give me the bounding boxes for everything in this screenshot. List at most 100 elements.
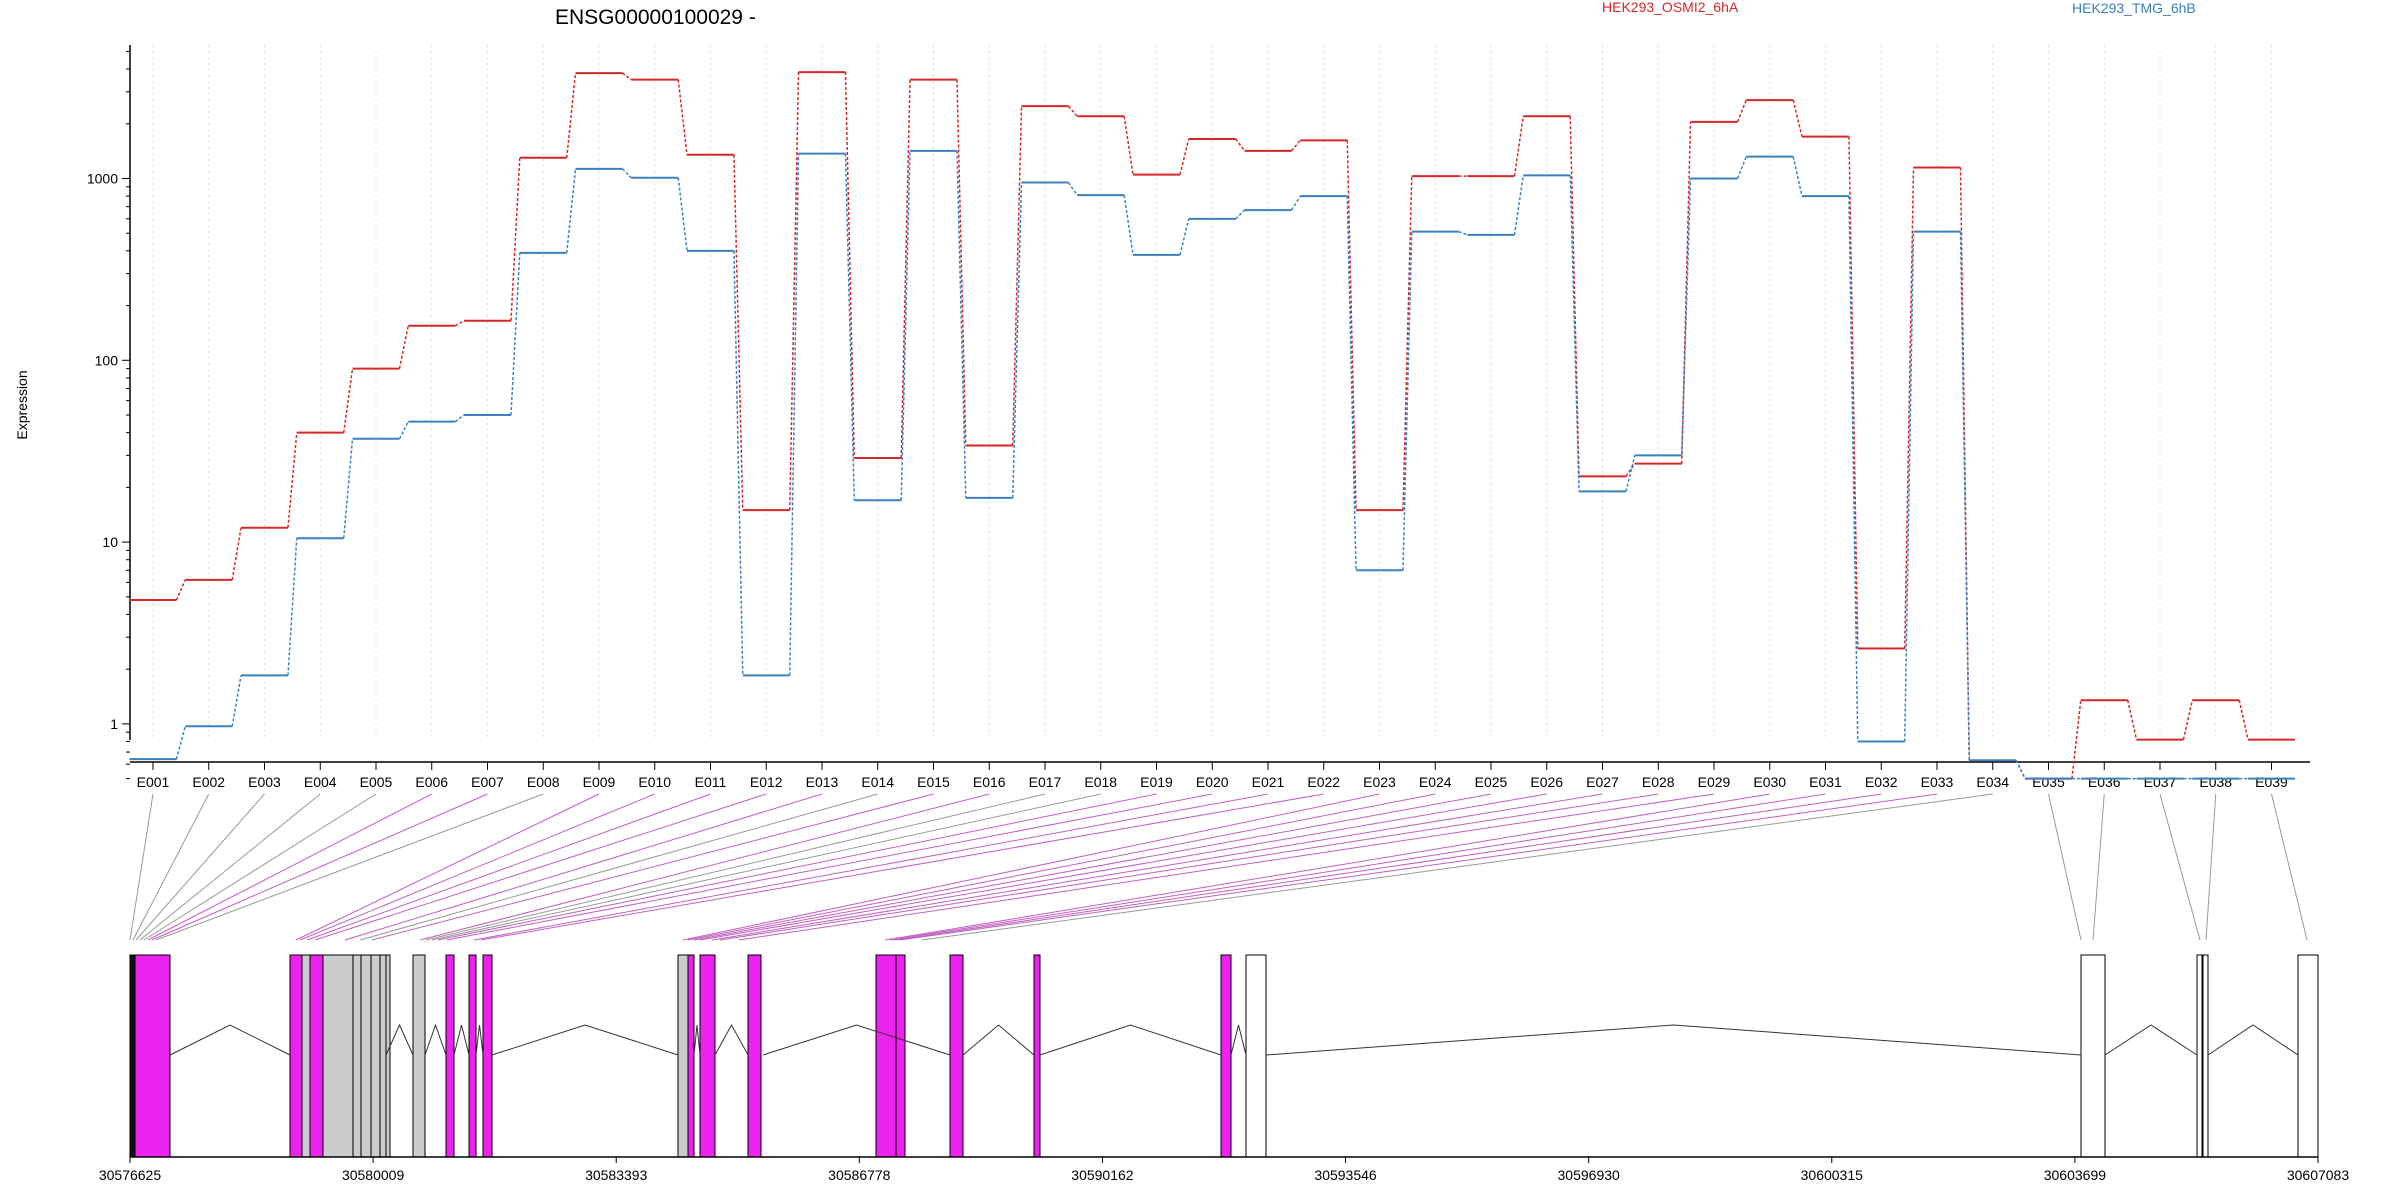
x-tick-label: E027	[1586, 774, 1619, 790]
series-connector	[1513, 116, 1525, 177]
x-tick-label: E003	[248, 774, 281, 790]
exon-connector	[295, 793, 600, 941]
intron-line	[714, 1023, 749, 1056]
intron-line	[693, 1024, 701, 1056]
series-connector	[1569, 175, 1580, 492]
exon-box	[2196, 954, 2203, 1158]
x-tick-label: E032	[1865, 774, 1898, 790]
genomic-tick-label: 30583393	[585, 1167, 648, 1183]
exon-connector	[473, 793, 1269, 941]
exon-box	[699, 954, 716, 1158]
series-connector	[1402, 176, 1413, 511]
exon-box	[370, 954, 381, 1158]
x-tick-label: E023	[1363, 774, 1396, 790]
x-tick-label: E030	[1753, 774, 1786, 790]
intron-line	[491, 1024, 679, 1056]
y-tick-label: 1000	[87, 171, 118, 187]
series-connector	[1848, 196, 1859, 742]
series-connector	[900, 150, 911, 501]
intron-line	[1265, 1024, 2082, 1056]
intron-line	[962, 1024, 1035, 1056]
chart-title: ENSG00000100029 -	[555, 6, 756, 29]
x-tick-label: E008	[527, 774, 560, 790]
genomic-tick-label: 30586778	[828, 1167, 891, 1183]
x-tick-label: E019	[1140, 774, 1173, 790]
exon-box	[468, 954, 477, 1158]
intron-line	[762, 1024, 951, 1056]
vertical-gridlines	[152, 45, 2272, 740]
series-connector	[1011, 182, 1023, 498]
x-tick-label: E039	[2255, 774, 2288, 790]
exon-box	[309, 954, 324, 1158]
series-connector	[231, 527, 242, 580]
x-tick-label: E018	[1084, 774, 1117, 790]
x-tick-label: E007	[471, 774, 504, 790]
x-tick-label: E038	[2199, 774, 2232, 790]
series-connector	[1680, 121, 1692, 464]
series-connector	[1736, 156, 1747, 179]
series-connector	[956, 79, 967, 446]
series-connector	[956, 150, 967, 498]
genomic-tick-label: 30603699	[2044, 1167, 2107, 1183]
x-tick-label: E037	[2144, 774, 2177, 790]
exon-box	[301, 954, 311, 1158]
exon-connector	[2205, 793, 2217, 941]
series-connector	[2238, 700, 2249, 740]
x-tick-label: E024	[1419, 774, 1452, 790]
x-tick-label: E026	[1530, 774, 1563, 790]
genomic-tick-label: 30593546	[1314, 1167, 1377, 1183]
series-connector	[1067, 182, 1078, 196]
exon-connector	[151, 793, 488, 941]
exon-connector	[711, 793, 1603, 941]
series-connector	[844, 72, 856, 459]
exon-connector	[143, 793, 377, 941]
genomic-coordinate-axis: 30576625 30580009 30583393 30586778 30590162…	[99, 1156, 2349, 1183]
exon-connector	[419, 793, 990, 941]
exon-box	[875, 954, 897, 1158]
x-tick-label: E010	[638, 774, 671, 790]
exon-connector	[129, 793, 154, 941]
x-tick-label: E022	[1307, 774, 1340, 790]
series-connector	[454, 320, 465, 327]
exon-connector	[719, 793, 1659, 941]
series-connector	[1903, 167, 1915, 649]
x-tick-label: E017	[1029, 774, 1062, 790]
x-tick-label: E015	[917, 774, 950, 790]
series-connector	[1959, 231, 1971, 761]
series-connector	[1625, 463, 1636, 477]
exon-connector	[371, 793, 934, 941]
genomic-tick-label: 30600315	[1801, 1167, 1864, 1183]
exon-box	[289, 954, 303, 1158]
x-tick-label: E035	[2032, 774, 2065, 790]
series-connector	[1736, 99, 1747, 123]
x-tick-label: E011	[695, 774, 727, 790]
exon-connector	[682, 793, 1380, 941]
exon-connector	[135, 793, 265, 941]
exon-box	[2080, 954, 2106, 1158]
genomic-tick-label: 30576625	[99, 1167, 162, 1183]
x-tick-label: E031	[1809, 774, 1842, 790]
x-tick-label: E012	[750, 774, 783, 790]
genomic-tick-label: 30590162	[1071, 1167, 1134, 1183]
exon-connector	[132, 793, 210, 941]
exon-connector	[884, 793, 1770, 941]
exon-connector	[139, 793, 321, 941]
exon-box	[360, 954, 372, 1158]
series-connector	[733, 154, 744, 511]
exon-connector	[738, 793, 1715, 941]
exon-box	[412, 954, 426, 1158]
x-tick-label: E005	[360, 774, 393, 790]
exon-connector	[446, 793, 1213, 941]
series-connector	[510, 252, 521, 416]
series-lines	[129, 71, 2295, 780]
series-connector	[231, 675, 242, 727]
series-connector	[1011, 106, 1023, 446]
exon-connector	[299, 793, 655, 941]
exon-connector	[147, 793, 432, 941]
exon-connector	[921, 793, 1993, 941]
x-axis: E001 E002 E003 E004 E005 E006 E007 E008 E009 E010…	[130, 761, 2310, 790]
series-connector	[1402, 231, 1413, 571]
exon-connector	[425, 793, 1046, 941]
x-tick-label: E004	[304, 774, 337, 790]
